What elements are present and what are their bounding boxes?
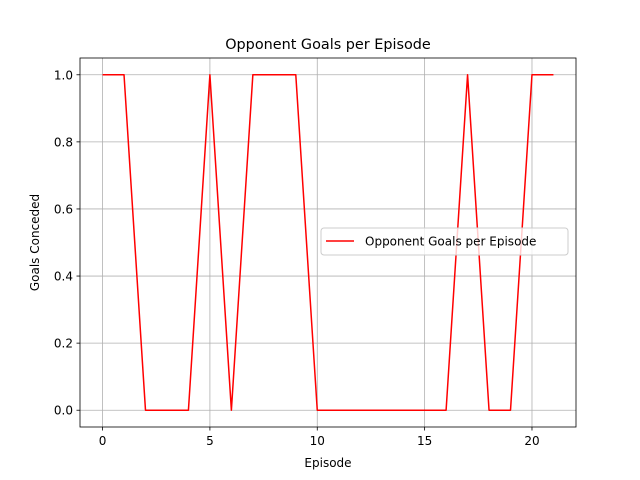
y-tick-label: 0.0 (54, 404, 73, 418)
y-tick-label: 1.0 (54, 68, 73, 82)
y-tick-label: 0.6 (54, 202, 73, 216)
x-axis-ticks: 0 5 10 15 20 (99, 427, 540, 448)
legend-label: Opponent Goals per Episode (365, 235, 536, 249)
x-axis-label: Episode (304, 456, 351, 470)
y-tick-label: 0.8 (54, 135, 73, 149)
grid (80, 58, 576, 427)
legend: Opponent Goals per Episode (320, 227, 569, 256)
y-tick-label: 0.4 (54, 270, 73, 284)
chart-title: Opponent Goals per Episode (225, 37, 431, 53)
y-axis-ticks: 0.0 0.2 0.4 0.6 0.8 1.0 (54, 68, 80, 418)
y-axis-label: Goals Conceded (28, 194, 42, 291)
y-tick-label: 0.2 (54, 337, 73, 351)
x-tick-label: 20 (524, 434, 539, 448)
plot-frame (79, 57, 577, 428)
x-tick-label: 0 (99, 434, 107, 448)
x-tick-label: 15 (417, 434, 432, 448)
x-tick-label: 5 (206, 434, 214, 448)
x-tick-label: 10 (310, 434, 325, 448)
legend-box (320, 227, 569, 256)
